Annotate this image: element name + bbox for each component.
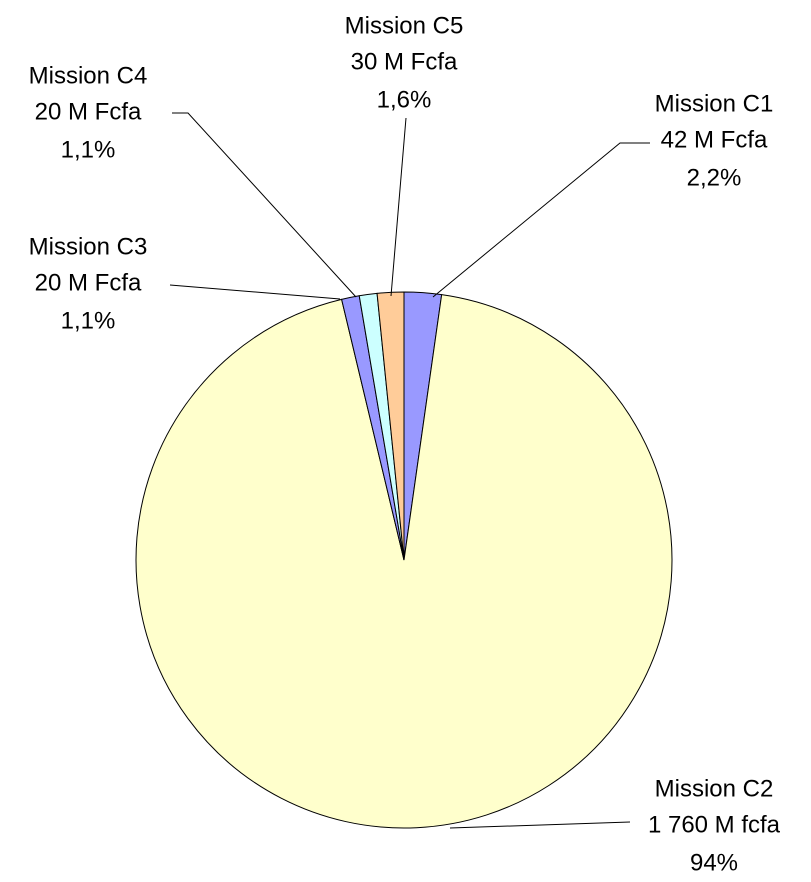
- pie-slice: [135, 294, 673, 829]
- leader-line: [449, 821, 631, 829]
- slice-label-value: 42 M Fcfa: [661, 126, 768, 153]
- slice-label-percent: 1,1%: [61, 307, 116, 334]
- slice-label-name: Mission C5: [345, 12, 464, 39]
- slice-label-value: 1 760 M fcfa: [648, 811, 781, 838]
- slice-label-value: 20 M Fcfa: [35, 269, 142, 296]
- slice-label-name: Mission C3: [29, 233, 148, 260]
- slice-label-name: Mission C2: [655, 775, 774, 802]
- pie-slice: [376, 291, 405, 561]
- slice-label-value: 30 M Fcfa: [351, 48, 458, 75]
- leader-line: [390, 117, 407, 297]
- slice-label-value: 20 M Fcfa: [35, 98, 142, 125]
- leader-line: [172, 112, 357, 298]
- leader-line: [169, 284, 341, 300]
- slice-label-percent: 1,1%: [61, 136, 116, 163]
- slice-label-percent: 1,6%: [377, 86, 432, 113]
- leader-line: [432, 142, 650, 298]
- slice-label-percent: 94%: [690, 849, 738, 876]
- slice-label-name: Mission C1: [655, 90, 774, 117]
- slice-label-name: Mission C4: [29, 62, 148, 89]
- slice-label-percent: 2,2%: [687, 164, 742, 191]
